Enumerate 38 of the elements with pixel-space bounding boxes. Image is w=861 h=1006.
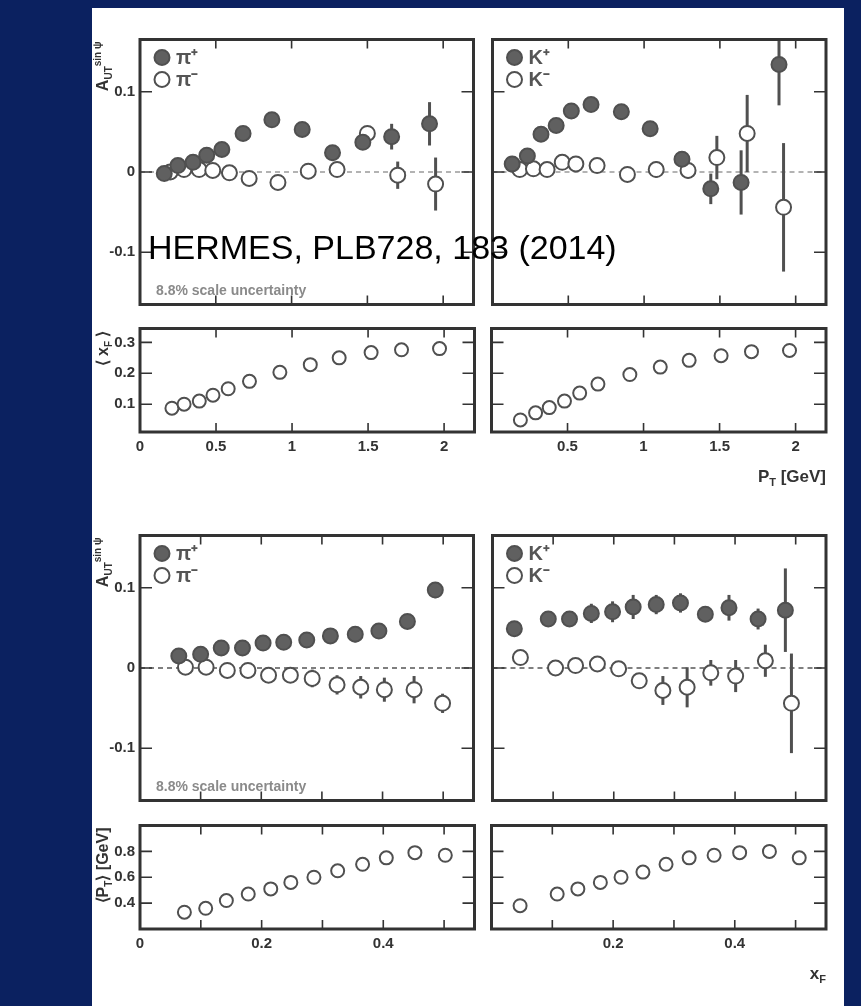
x-tick-label: 1.5 — [709, 436, 730, 454]
y-tick-label: 0 — [126, 658, 135, 676]
x-tick-label: 0.5 — [557, 436, 578, 454]
y-tick-label: 0.3 — [114, 332, 135, 350]
annotation: 8.8% scale uncertainty — [156, 777, 307, 794]
legend-label: K⁻ — [528, 68, 550, 91]
y-tick-label: -0.1 — [109, 242, 135, 260]
x-tick-label: 0.2 — [602, 933, 624, 951]
legend-label: π⁻ — [176, 564, 199, 587]
y-tick-label: 0.2 — [114, 363, 135, 381]
legend-label: π⁺ — [176, 542, 199, 565]
y-axis-title: AUTsin ψ — [91, 41, 114, 92]
x-tick-label: 2 — [791, 436, 800, 454]
y-tick-label: 0 — [126, 162, 135, 180]
y-axis-title: ⟨PT⟩ [GeV] — [94, 827, 114, 904]
annotation: 8.8% scale uncertainty — [156, 281, 307, 298]
x-tick-label: 1.5 — [357, 436, 379, 454]
x-tick-label: 0.4 — [724, 933, 746, 951]
legend-label: π⁺ — [176, 46, 199, 69]
y-tick-label: 0.4 — [114, 893, 136, 911]
legend-label: π⁻ — [176, 68, 199, 91]
y-axis-title: ⟨ xF ⟩ — [94, 330, 114, 367]
y-tick-label: 0.1 — [114, 81, 135, 99]
legend-label: K⁻ — [528, 564, 550, 587]
y-tick-label: 0.6 — [114, 867, 135, 885]
y-tick-label: 0.1 — [114, 394, 135, 412]
x-tick-label: 1 — [287, 436, 297, 454]
legend-label: K⁺ — [528, 542, 550, 565]
x-tick-label: 1 — [639, 436, 648, 454]
x-tick-label: 2 — [439, 436, 449, 454]
y-tick-label: 0.8 — [114, 841, 135, 859]
y-tick-label: -0.1 — [109, 738, 135, 756]
y-axis-title: AUTsin ψ — [91, 537, 114, 588]
x-tick-label: 0.5 — [205, 436, 227, 454]
y-tick-label: 0.1 — [114, 577, 135, 595]
legend-label: K⁺ — [528, 46, 550, 69]
x-tick-label: 0.2 — [251, 933, 273, 951]
x-tick-label: 0.4 — [372, 933, 395, 951]
